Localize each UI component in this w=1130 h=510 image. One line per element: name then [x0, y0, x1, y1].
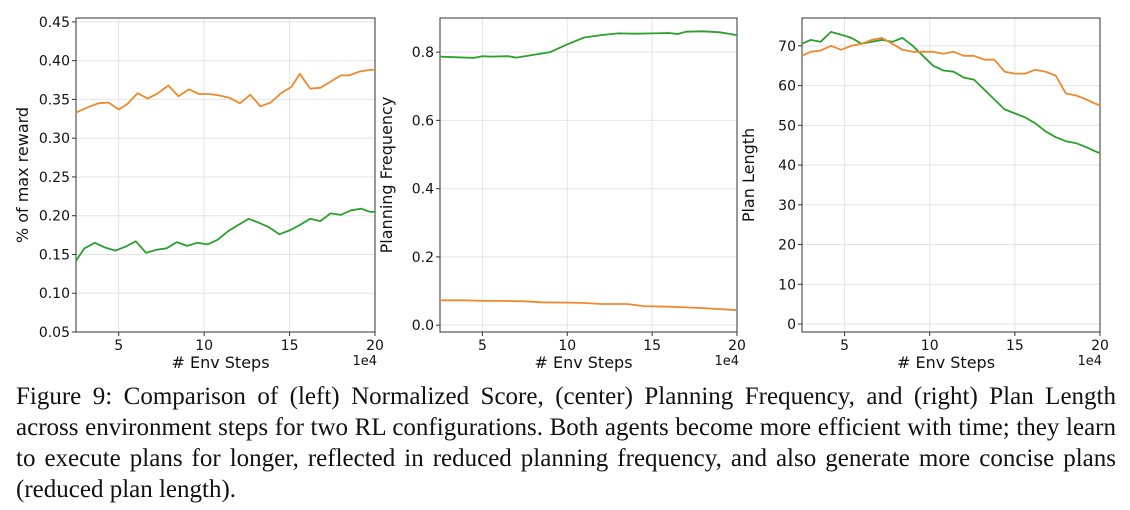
chart-panel-1: 5 10 15 20 0.05 0.10 0.15 0.20 0.25 0.30 0.35 0.40 0… [13, 15, 384, 372]
x-tick-label: 15 [643, 338, 661, 354]
y-tick-label: 0.6 [412, 113, 434, 129]
y-axis-label: % of max reward [13, 107, 32, 243]
series-line-1 [801, 30, 1101, 154]
chart-panel-3: 5 10 15 20 0 10 20 30 40 50 60 70 # Env Steps 1e4 Plan… [739, 17, 1109, 372]
figure-caption: Figure 9: Comparison of (left) Normalize… [16, 383, 1116, 503]
y-tick-label: 70 [778, 39, 796, 55]
x-tick-label: 20 [366, 338, 384, 354]
y-tick-label: 0.8 [412, 45, 434, 61]
y-tick-label: 0 [787, 317, 796, 333]
y-tick-label: 0.20 [39, 209, 70, 225]
x-axis-label: # Env Steps [534, 353, 632, 372]
x-tick-label: 5 [840, 338, 849, 354]
y-tick-label: 60 [778, 79, 796, 95]
y-tick-label: 0.2 [412, 250, 434, 266]
y-tick-label: 0.4 [412, 182, 434, 198]
y-tick-label: 0.15 [39, 247, 70, 263]
series-line-1 [439, 30, 738, 59]
x-offset-label: 1e4 [714, 354, 739, 369]
chart-panel-2: 5 10 15 20 0.0 0.2 0.4 0.6 0.8 # Env Steps 1e4 Plan… [377, 17, 746, 372]
x-tick-label: 5 [478, 338, 487, 354]
y-tick-label: 0.45 [39, 15, 70, 31]
y-tick-label: 0.30 [39, 131, 70, 147]
y-tick-label: 0.40 [39, 54, 70, 70]
series-line-2 [75, 207, 375, 262]
y-tick-label: 50 [778, 118, 796, 134]
y-axis-label: Planning Frequency [377, 97, 396, 254]
plot-frame [439, 17, 738, 333]
figure: 5 10 15 200.050.100.150.200.250.300.350.400… [13, 15, 1109, 372]
y-tick-label: 0.25 [39, 170, 70, 186]
y-tick-label: 20 [778, 238, 796, 254]
series-line-1 [75, 69, 375, 114]
series-line-2 [440, 299, 738, 312]
y-tick-label: 0.10 [39, 286, 70, 302]
plot-frame [75, 17, 376, 333]
x-tick-label: 10 [921, 338, 939, 354]
x-tick-label: 15 [281, 338, 299, 354]
y-axis-label: Plan Length [739, 128, 758, 222]
x-axis-label: # Env Steps [171, 353, 269, 372]
series-line-2 [801, 37, 1101, 107]
y-tick-label: 0.35 [39, 92, 70, 108]
x-tick-label: 10 [558, 338, 576, 354]
x-tick-label: 15 [1006, 338, 1024, 354]
y-tick-label: 40 [778, 158, 796, 174]
plot-frame [801, 17, 1101, 333]
x-tick-label: 20 [1091, 338, 1109, 354]
x-tick-label: 5 [114, 338, 123, 354]
x-offset-label: 1e4 [352, 354, 377, 369]
y-tick-label: 10 [778, 277, 796, 293]
x-tick-label: 20 [728, 338, 746, 354]
y-tick-label: 30 [778, 198, 796, 214]
y-tick-label: 0.05 [39, 325, 70, 341]
y-tick-label: 0.0 [412, 318, 434, 334]
x-offset-label: 1e4 [1077, 354, 1102, 369]
x-axis-label: # Env Steps [897, 353, 995, 372]
x-tick-label: 10 [195, 338, 213, 354]
